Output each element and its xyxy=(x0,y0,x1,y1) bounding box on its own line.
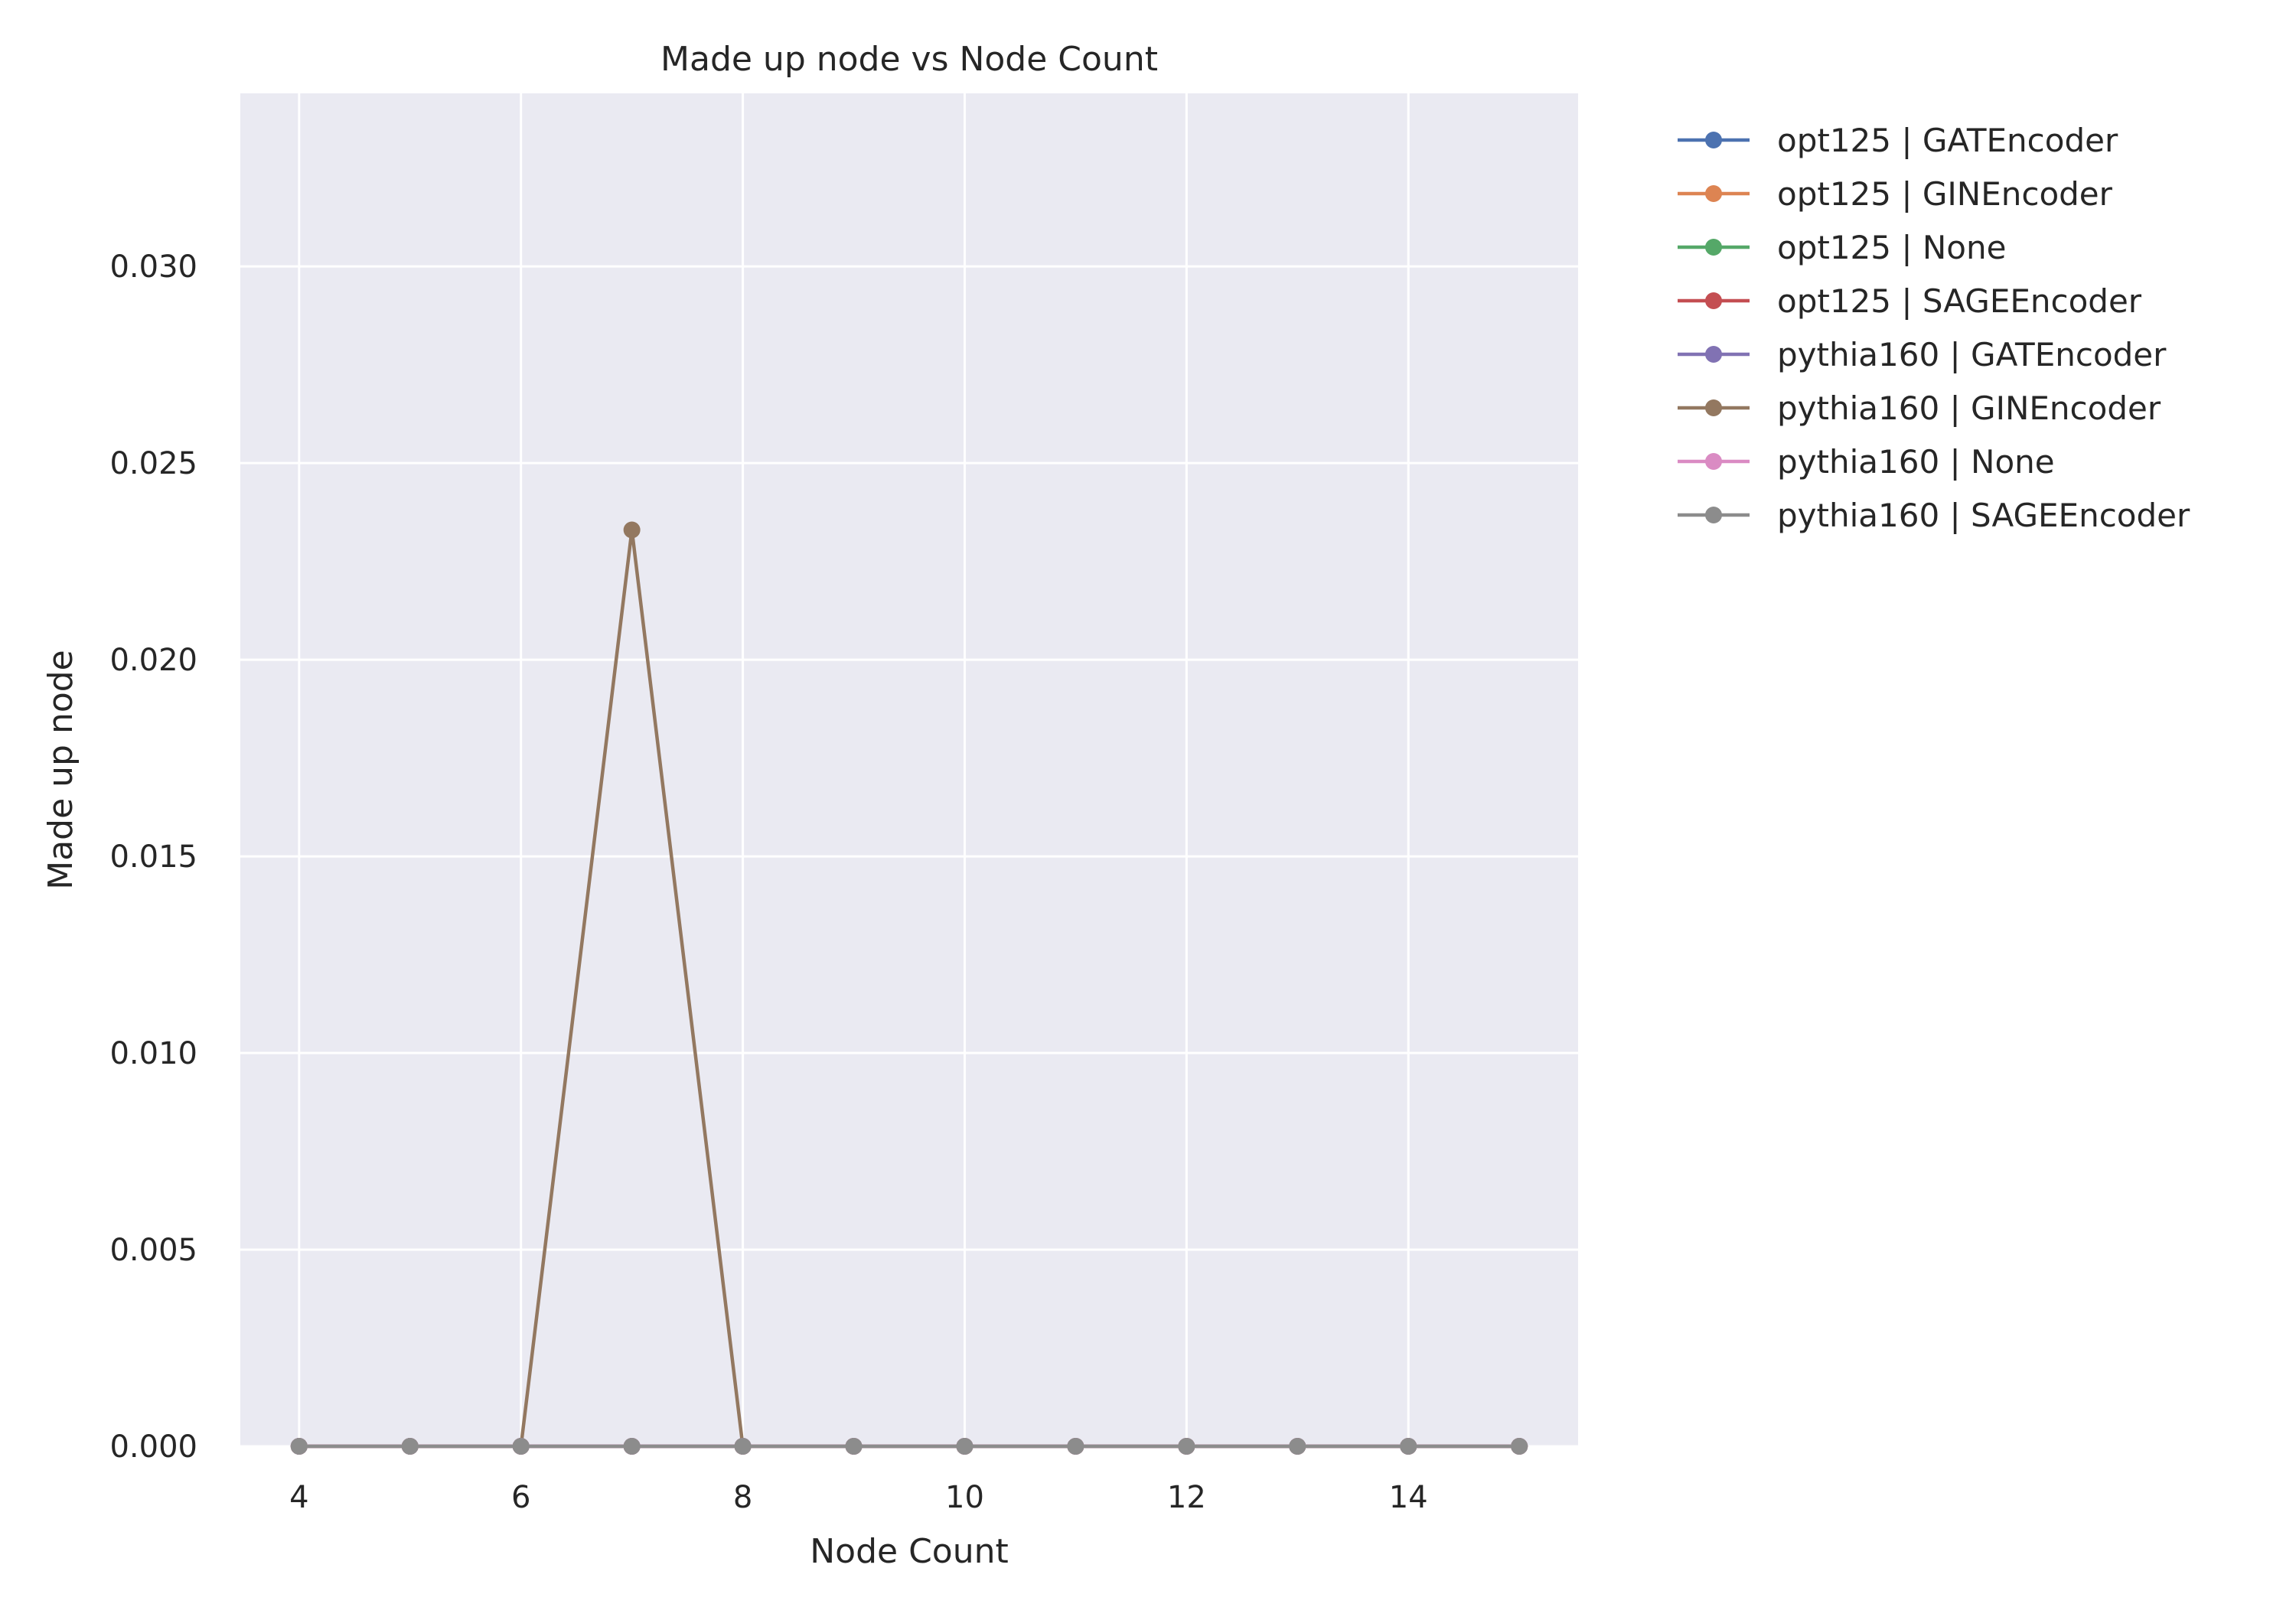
legend-label: opt125 | None xyxy=(1777,229,2006,266)
y-tick-label: 0.010 xyxy=(109,1036,197,1071)
y-tick-label: 0.000 xyxy=(109,1429,197,1465)
legend-label: opt125 | SAGEEncoder xyxy=(1777,282,2142,320)
legend: opt125 | GATEncoder opt125 | GINEncoder op… xyxy=(1678,122,2190,534)
legend-label: opt125 | GATEncoder xyxy=(1777,122,2118,159)
data-point xyxy=(512,1438,530,1455)
legend-item: opt125 | SAGEEncoder xyxy=(1678,282,2142,320)
legend-label: pythia160 | GINEncoder xyxy=(1777,390,2161,427)
y-tick-label: 0.025 xyxy=(109,446,197,481)
data-point xyxy=(734,1438,752,1455)
x-axis-ticks: 4 6 8 10 12 14 xyxy=(289,1480,1428,1515)
legend-marker xyxy=(1705,185,1722,202)
legend-item: opt125 | GATEncoder xyxy=(1678,122,2118,159)
data-point xyxy=(956,1438,974,1455)
legend-marker xyxy=(1705,453,1722,470)
data-point xyxy=(1400,1438,1417,1455)
legend-marker xyxy=(1705,132,1722,148)
x-tick-label: 6 xyxy=(511,1480,530,1515)
legend-item: pythia160 | None xyxy=(1678,443,2055,481)
legend-item: opt125 | GINEncoder xyxy=(1678,175,2113,213)
legend-item: pythia160 | SAGEEncoder xyxy=(1678,497,2190,534)
data-point xyxy=(623,1438,641,1455)
y-tick-label: 0.015 xyxy=(109,839,197,875)
legend-marker xyxy=(1705,239,1722,256)
data-point xyxy=(290,1438,308,1455)
x-tick-label: 14 xyxy=(1389,1480,1428,1515)
legend-marker xyxy=(1705,507,1722,523)
legend-item: opt125 | None xyxy=(1678,229,2006,266)
data-point xyxy=(1289,1438,1306,1455)
legend-marker xyxy=(1705,292,1722,309)
legend-marker xyxy=(1705,346,1722,363)
data-point xyxy=(1511,1438,1528,1455)
legend-item: pythia160 | GINEncoder xyxy=(1678,390,2161,427)
data-point xyxy=(401,1438,419,1455)
y-tick-label: 0.030 xyxy=(109,249,197,285)
data-point xyxy=(623,521,641,539)
y-tick-label: 0.005 xyxy=(109,1233,197,1268)
chart-title: Made up node vs Node Count xyxy=(660,40,1158,79)
legend-label: opt125 | GINEncoder xyxy=(1777,175,2113,213)
x-tick-label: 8 xyxy=(733,1480,752,1515)
x-tick-label: 10 xyxy=(945,1480,984,1515)
legend-item: pythia160 | GATEncoder xyxy=(1678,336,2167,373)
x-tick-label: 12 xyxy=(1167,1480,1206,1515)
series-lines xyxy=(290,521,1528,1455)
y-axis-ticks: 0.000 0.005 0.010 0.015 0.020 0.025 0.030 xyxy=(109,249,197,1465)
x-axis-label: Node Count xyxy=(810,1532,1009,1571)
data-point xyxy=(1178,1438,1195,1455)
y-axis-label: Made up node xyxy=(41,650,80,890)
x-tick-label: 4 xyxy=(289,1480,308,1515)
legend-marker xyxy=(1705,399,1722,416)
plot-area xyxy=(240,93,1578,1446)
data-point xyxy=(1067,1438,1084,1455)
legend-label: pythia160 | SAGEEncoder xyxy=(1777,497,2190,534)
legend-label: pythia160 | GATEncoder xyxy=(1777,336,2167,373)
y-tick-label: 0.020 xyxy=(109,643,197,678)
legend-label: pythia160 | None xyxy=(1777,443,2055,481)
data-point xyxy=(845,1438,863,1455)
series-7 xyxy=(290,1438,1528,1455)
grid xyxy=(240,93,1578,1448)
